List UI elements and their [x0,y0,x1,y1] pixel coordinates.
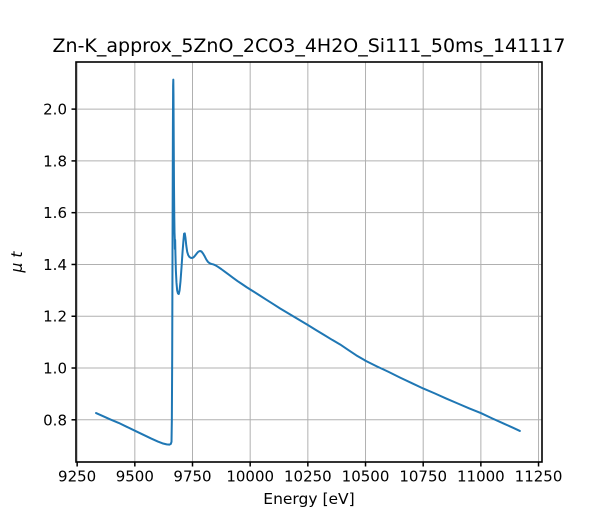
grid-lines [76,62,542,462]
y-tick-label: 1.0 [43,360,67,378]
x-tick-label: 11250 [515,468,563,486]
y-tick-label: 1.2 [43,308,67,326]
x-tick-label: 11000 [457,468,505,486]
axis-ticks [71,108,540,467]
y-tick-label: 1.4 [43,256,67,274]
y-tick-label: 2.0 [43,101,67,119]
x-tick-label: 10750 [399,468,447,486]
data-series-layer [95,78,521,446]
y-tick-label: 1.8 [43,152,67,170]
y-tick-label: 1.6 [43,204,67,222]
x-tick-label: 9500 [116,468,154,486]
y-axis-label: μ t [8,251,26,274]
x-tick-label: 9250 [58,468,96,486]
x-axis-label: Energy [eV] [263,490,354,508]
plot-border [75,61,543,463]
spectrum-line [95,78,521,446]
tick-labels: 9250 9500 9750 10000 10250 10500 10750 11000 112… [43,101,562,486]
x-tick-label: 9750 [173,468,211,486]
y-tick-label: 0.8 [43,411,67,429]
chart-title: Zn-K_approx_5ZnO_2CO3_4H2O_Si111_50ms_14… [53,35,566,57]
x-tick-label: 10500 [342,468,390,486]
x-tick-label: 10250 [284,468,332,486]
x-tick-label: 10000 [226,468,274,486]
